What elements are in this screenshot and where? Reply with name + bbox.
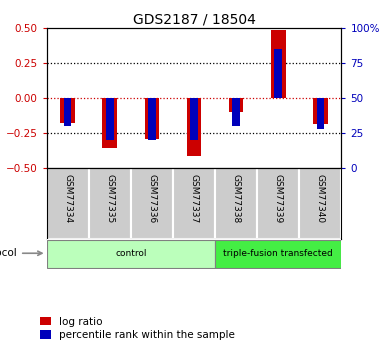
Bar	[257, 168, 299, 239]
Text: GSM77338: GSM77338	[232, 174, 241, 223]
Bar	[190, 98, 198, 140]
Bar	[232, 98, 240, 126]
Bar	[89, 168, 131, 239]
Bar	[229, 98, 244, 112]
Bar	[215, 168, 257, 239]
Bar	[47, 239, 215, 268]
Text: GSM77340: GSM77340	[316, 174, 325, 223]
Bar	[271, 30, 286, 98]
Bar	[187, 98, 201, 156]
Bar	[60, 98, 75, 123]
Bar	[102, 98, 117, 148]
Text: GSM77339: GSM77339	[274, 174, 283, 223]
Text: protocol: protocol	[0, 248, 42, 258]
Legend: log ratio, percentile rank within the sample: log ratio, percentile rank within the sa…	[40, 317, 235, 340]
Text: control: control	[115, 249, 147, 258]
Bar	[106, 98, 114, 140]
Text: triple-fusion transfected: triple-fusion transfected	[223, 249, 333, 258]
Bar	[144, 98, 159, 139]
Bar	[148, 98, 156, 140]
Bar	[299, 168, 341, 239]
Bar	[317, 98, 324, 129]
Title: GDS2187 / 18504: GDS2187 / 18504	[133, 12, 255, 27]
Bar	[64, 98, 71, 126]
Bar	[313, 98, 328, 124]
Bar	[274, 49, 282, 98]
Bar	[215, 239, 341, 268]
Text: GSM77334: GSM77334	[63, 174, 72, 223]
Text: GSM77336: GSM77336	[147, 174, 156, 223]
Text: GSM77337: GSM77337	[189, 174, 199, 223]
Bar	[47, 168, 89, 239]
Text: GSM77335: GSM77335	[105, 174, 114, 223]
Bar	[173, 168, 215, 239]
Bar	[131, 168, 173, 239]
